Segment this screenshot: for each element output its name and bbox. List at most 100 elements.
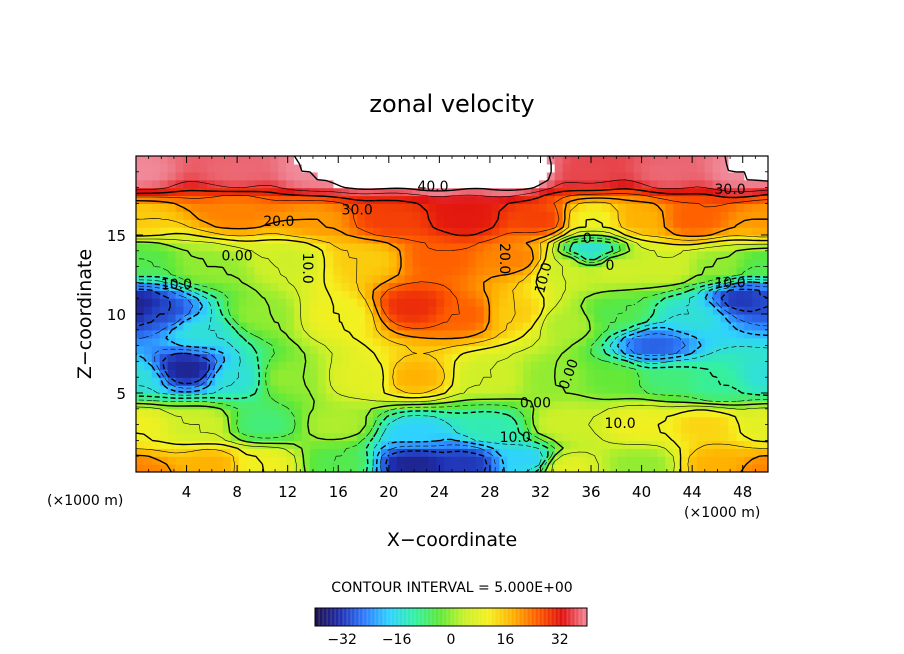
field-cell [159,377,169,386]
field-cell [491,163,500,173]
field-cell [554,179,564,189]
field-cell [728,203,737,212]
field-cell [491,377,500,386]
field-cell [499,456,508,465]
field-cell [396,440,406,449]
field-cell [278,314,287,323]
field-cell [143,227,153,236]
field-cell [222,464,232,472]
field-cell [428,211,437,220]
field-cell [246,400,256,410]
field-cell [475,242,485,252]
field-cell [570,345,579,355]
field-cell [301,361,311,370]
field-cell [286,353,295,362]
field-cell [309,282,319,291]
field-cell [704,321,714,331]
field-cell [317,408,327,418]
field-cell [625,156,635,165]
field-cell [191,171,200,181]
field-cell [317,258,327,268]
field-cell [467,440,477,449]
field-cell [515,314,524,323]
field-cell [341,345,350,355]
field-cell [562,282,572,291]
field-cell [270,345,279,355]
field-cell [602,377,611,386]
contour-line [136,230,768,472]
field-cell [491,448,500,457]
field-cell [436,211,445,220]
field-cell [704,219,714,228]
field-cell [452,203,461,212]
field-cell [452,163,461,173]
field-cell [167,440,177,449]
colorbar-swatch [455,608,460,626]
field-cell [159,258,169,268]
field-cell [396,282,406,291]
field-cell [704,353,714,362]
colorbar-swatch [571,608,576,626]
field-cell [278,227,287,236]
field-cell [420,211,429,220]
field-cell [720,235,730,244]
field-cell [689,195,698,204]
field-cell [183,179,192,189]
field-cell [625,282,635,291]
field-cell [625,211,635,220]
field-cell [523,321,532,331]
field-cell [341,385,350,394]
field-cell [760,456,768,465]
field-cell [317,400,327,410]
field-cell [736,361,745,370]
field-cell [317,179,327,189]
field-cell [452,250,461,260]
field-cell [388,227,398,236]
field-cell [523,456,532,465]
field-cell [617,314,627,323]
field-cell [649,400,658,410]
field-cell [333,377,342,386]
field-cell [341,187,350,197]
field-cell [136,361,145,370]
field-cell [641,464,651,472]
field-cell [483,306,493,315]
field-cell [499,242,508,252]
field-cell [151,203,161,212]
field-cell [459,274,469,283]
field-cell [333,179,342,189]
field-cell [673,171,682,181]
field-cell [641,203,651,212]
field-cell [199,424,208,434]
field-cell [278,440,287,449]
field-cell [546,250,556,260]
field-cell [649,321,658,331]
field-cell [167,408,177,418]
field-cell [523,369,532,378]
field-cell [617,227,627,236]
field-cell [712,456,722,465]
field-cell [349,424,358,434]
field-cell [436,171,445,181]
field-cell [270,219,279,228]
field-cell [696,242,706,252]
field-cell [365,385,374,394]
field-cell [143,464,153,472]
field-cell [546,171,556,181]
field-cell [736,424,745,434]
field-cell [341,464,350,472]
field-cell [444,314,453,323]
field-cell [523,329,532,339]
field-cell [380,274,390,283]
field-cell [325,416,335,426]
field-cell [617,432,627,441]
field-cell [286,274,295,283]
field-cell [191,464,200,472]
field-cell [404,187,414,197]
field-cell [207,353,216,362]
field-cell [507,408,516,418]
field-cell [286,266,295,276]
field-cell [404,337,414,347]
field-cell [760,258,768,268]
field-cell [286,203,295,212]
